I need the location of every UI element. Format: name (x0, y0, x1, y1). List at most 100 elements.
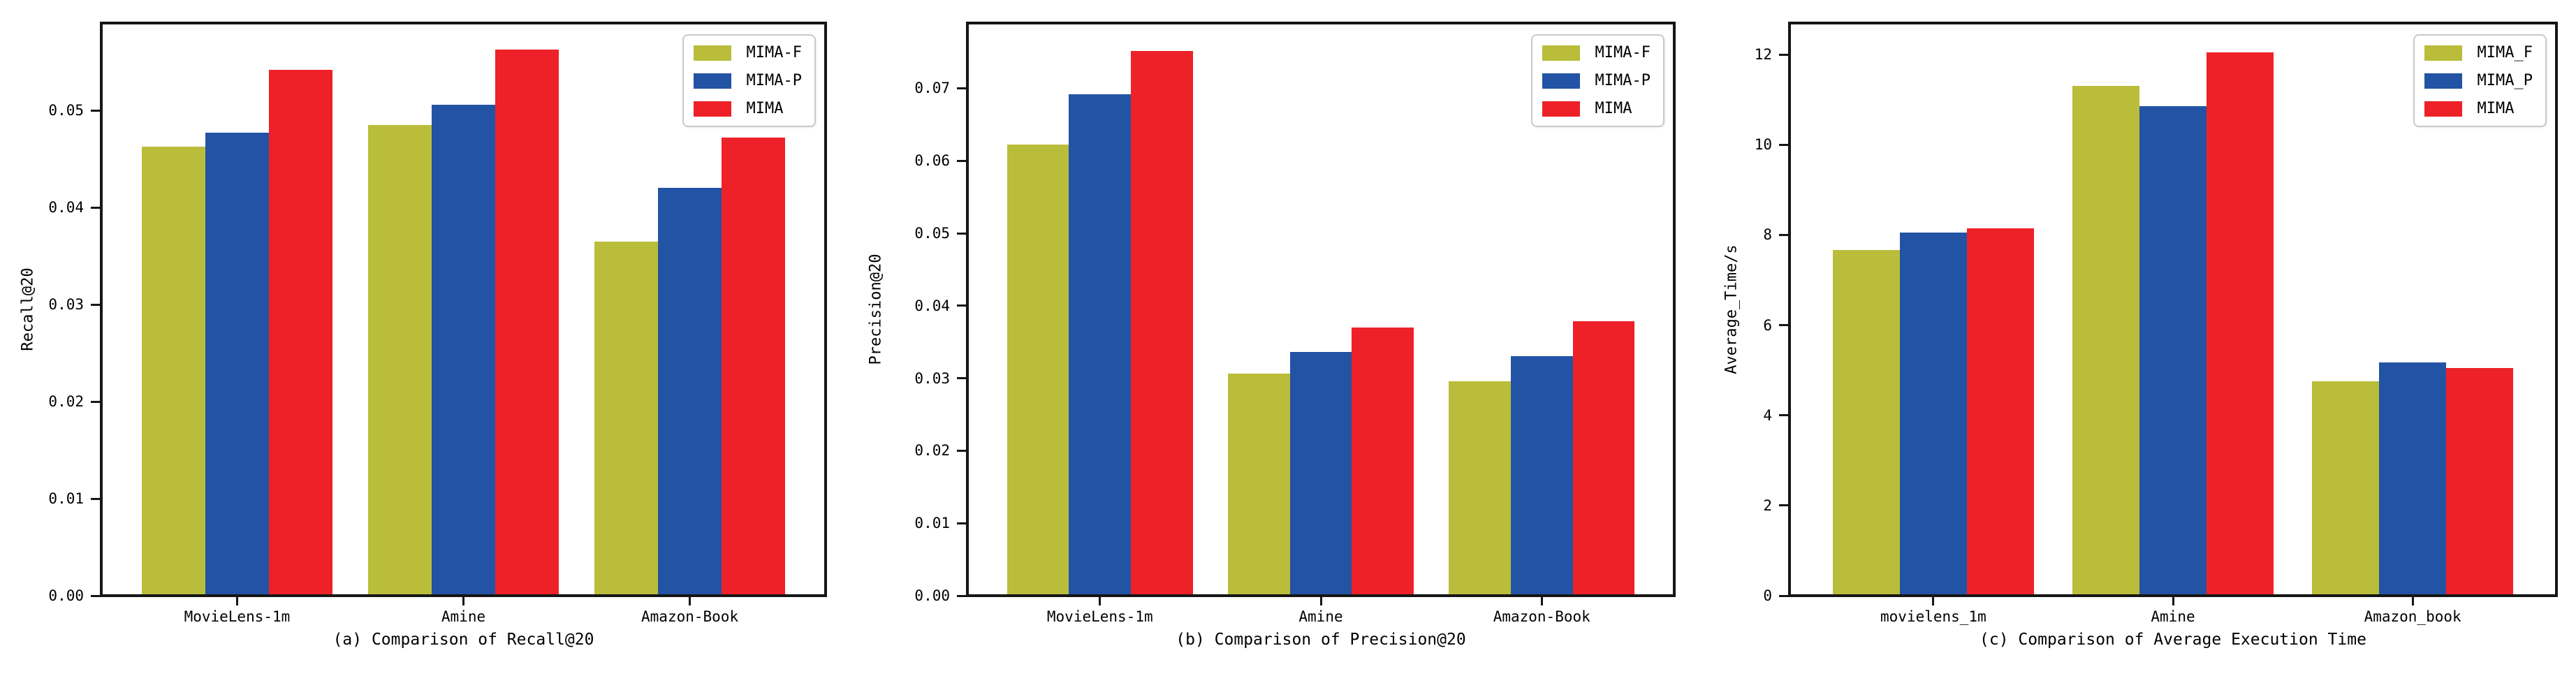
bar-MIMA_P-movielens_1m (1899, 232, 1967, 596)
legend-label: MIMA-P (1595, 72, 1651, 89)
bar-MIMA-F-MovieLens-1m (142, 146, 206, 596)
legend-item: MIMA (1542, 100, 1651, 117)
legend-swatch-MIMA_P (2424, 73, 2462, 89)
y-axis-tick (957, 377, 966, 380)
legend-item: MIMA-P (1542, 72, 1651, 89)
y-axis-tick (1779, 233, 1788, 236)
legend-label: MIMA_F (2477, 44, 2533, 61)
legend-label: MIMA (2477, 100, 2515, 117)
x-category-label: Amazon_book (2364, 608, 2461, 625)
y-axis-tick (1779, 504, 1788, 507)
y-axis-tick (957, 232, 966, 235)
x-axis-tick (1319, 597, 1322, 605)
legend-label: MIMA-F (746, 44, 802, 61)
bar-MIMA-MovieLens-1m (268, 69, 332, 596)
y-axis-tick (91, 109, 100, 112)
x-axis-tick (1540, 597, 1543, 605)
y-axis-tick (91, 206, 100, 209)
bar-MIMA-P-Amazon-Book (658, 188, 722, 596)
legend-label: MIMA (746, 100, 784, 117)
x-category-label: MovieLens-1m (184, 608, 291, 625)
bar-MIMA-P-MovieLens-1m (1069, 94, 1132, 596)
y-tick-label: 0.01 (48, 490, 84, 508)
x-category-label: Amine (2151, 608, 2195, 625)
bar-MIMA-P-Amine (432, 104, 495, 596)
y-axis-tick (91, 497, 100, 500)
x-category-label: movielens_1m (1880, 608, 1986, 625)
x-category-label: MovieLens-1m (1046, 608, 1153, 625)
x-axis-tick (689, 597, 691, 605)
y-axis-tick (957, 159, 966, 162)
legend-item: MIMA (2424, 100, 2533, 117)
bar-MIMA_F-movielens_1m (1832, 250, 1900, 596)
x-axis-tick (462, 597, 464, 605)
legend-swatch-MIMA (693, 101, 731, 117)
y-tick-label: 0.04 (48, 199, 84, 216)
y-tick-label: 0.00 (914, 587, 950, 604)
y-tick-label: 0.02 (914, 442, 950, 460)
panel-caption: (c) Comparison of Average Execution Time (1979, 631, 2366, 649)
legend-swatch-MIMA-P (693, 73, 731, 89)
y-tick-label: 0.02 (48, 393, 84, 411)
legend-box: MIMA_F MIMA_P MIMA (2413, 34, 2547, 127)
y-axis-tick (1779, 594, 1788, 597)
bar-MIMA-Amazon_book (2446, 367, 2514, 596)
legend-item: MIMA (693, 100, 802, 117)
legend-item: MIMA_F (2424, 44, 2533, 61)
legend-swatch-MIMA_F (2424, 45, 2462, 61)
bar-MIMA-F-MovieLens-1m (1007, 145, 1069, 596)
legend-label: MIMA (1595, 100, 1632, 117)
y-tick-label: 0.06 (914, 152, 950, 170)
legend-item: MIMA-F (1542, 44, 1651, 61)
panel-caption: (a) Comparison of Recall@20 (332, 631, 594, 649)
y-axis-tick (957, 522, 966, 524)
legend-label: MIMA-P (746, 72, 802, 89)
y-axis-tick (91, 594, 100, 597)
x-category-label: Amine (441, 608, 486, 625)
panel-caption: (b) Comparison of Precision@20 (1176, 631, 1466, 649)
bar-MIMA-Amazon-Book (1572, 321, 1635, 596)
y-tick-label: 8 (1763, 226, 1772, 244)
y-tick-label: 0.05 (914, 225, 950, 242)
x-axis-tick (1932, 597, 1935, 605)
y-tick-label: 0.01 (914, 515, 950, 532)
y-axis-tick (1779, 324, 1788, 327)
y-tick-label: 0 (1763, 587, 1772, 604)
bar-MIMA-movielens_1m (1966, 228, 2034, 596)
legend-swatch-MIMA (2424, 101, 2462, 117)
y-tick-label: 6 (1763, 316, 1772, 334)
legend-label: MIMA-F (1595, 44, 1651, 61)
y-axis-tick (957, 594, 966, 597)
y-tick-label: 4 (1763, 406, 1772, 424)
y-axis-tick (91, 400, 100, 403)
bar-MIMA_F-Amazon_book (2312, 381, 2380, 596)
legend-swatch-MIMA-F (693, 45, 731, 61)
legend-swatch-MIMA-P (1542, 73, 1580, 89)
bar-MIMA-P-Amine (1289, 352, 1352, 596)
y-axis-tick (957, 449, 966, 452)
bar-MIMA-F-Amine (1228, 374, 1290, 596)
y-axis-tick (91, 303, 100, 306)
x-axis-tick (1099, 597, 1102, 605)
bar-MIMA-P-MovieLens-1m (205, 133, 269, 596)
y-tick-label: 0.03 (914, 369, 950, 387)
bar-MIMA-F-Amine (368, 124, 432, 596)
bar-MIMA-Amine (2207, 52, 2274, 596)
legend-item: MIMA_P (2424, 72, 2533, 89)
legend-item: MIMA-F (693, 44, 802, 61)
bar-MIMA-Amine (495, 49, 559, 596)
y-tick-label: 12 (1754, 46, 1772, 64)
y-tick-label: 0.07 (914, 80, 950, 97)
y-tick-label: 2 (1763, 497, 1772, 514)
y-axis-tick (1779, 53, 1788, 56)
x-axis-tick (235, 597, 238, 605)
y-axis-title: Average_Time/s (1722, 244, 1741, 374)
x-category-label: Amazon-Book (1493, 608, 1590, 625)
y-tick-label: 0.03 (48, 296, 84, 314)
bar-MIMA_P-Amazon_book (2379, 362, 2447, 596)
legend-swatch-MIMA (1542, 101, 1580, 117)
bar-MIMA-MovieLens-1m (1131, 51, 1193, 596)
